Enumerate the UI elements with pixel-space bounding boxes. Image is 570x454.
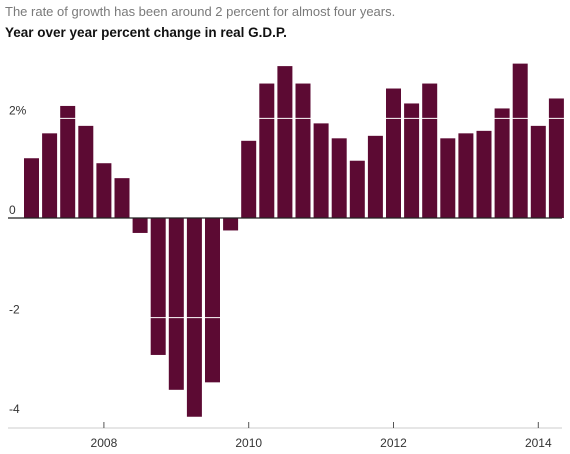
y-tick-label: 0: [9, 203, 16, 217]
y-axis-ticks: 2% 0 -2 -4: [9, 103, 27, 416]
bars-group: [24, 63, 564, 418]
bar-2014-q1: [530, 125, 546, 218]
x-tick-label: 2008: [91, 436, 118, 450]
bar-2008-q2: [114, 178, 130, 218]
bar-2009-q4: [223, 218, 239, 231]
x-tick-label: 2012: [380, 436, 407, 450]
bar-2012-q2: [404, 103, 420, 218]
bar-2008-q4: [150, 218, 166, 355]
bar-2013-q4: [512, 63, 528, 219]
bar-2012-q4: [440, 138, 456, 218]
chart-title: Year over year percent change in real G.…: [5, 25, 287, 40]
gridlines-group: [22, 117, 566, 418]
y-tick-label: 2%: [9, 103, 27, 117]
bar-2007-q3: [60, 105, 76, 218]
bar-2009-q3: [205, 218, 220, 383]
bar-2013-q2: [476, 130, 492, 218]
bar-2009-q1: [168, 218, 184, 390]
bar-2014-q2: [548, 98, 564, 218]
bar-2010-q2: [259, 83, 275, 218]
bar-2010-q4: [295, 83, 311, 218]
x-tick-label: 2014: [525, 436, 552, 450]
x-tick-label: 2010: [235, 436, 262, 450]
bar-2011-q2: [331, 138, 347, 218]
bar-2011-q3: [349, 160, 365, 218]
bar-2007-q4: [78, 125, 94, 218]
bar-2008-q3: [132, 218, 148, 233]
bar-2011-q1: [313, 123, 329, 218]
bar-2007-q1: [24, 158, 39, 218]
bar-2012-q1: [386, 88, 401, 219]
bar-2010-q3: [277, 66, 293, 218]
bar-2012-q3: [422, 83, 438, 218]
bar-2013-q1: [458, 133, 474, 218]
bar-2008-q1: [96, 163, 112, 218]
bar-2007-q2: [42, 133, 58, 218]
bar-2010-q1: [241, 140, 257, 218]
bar-2011-q4: [367, 135, 383, 218]
bar-2013-q3: [494, 108, 510, 218]
chart-subtitle: The rate of growth has been around 2 per…: [5, 4, 396, 19]
x-axis-ticks: 2008 2010 2012 2014: [91, 422, 552, 450]
y-tick-label: -4: [9, 402, 20, 416]
y-tick-label: -2: [9, 303, 20, 317]
